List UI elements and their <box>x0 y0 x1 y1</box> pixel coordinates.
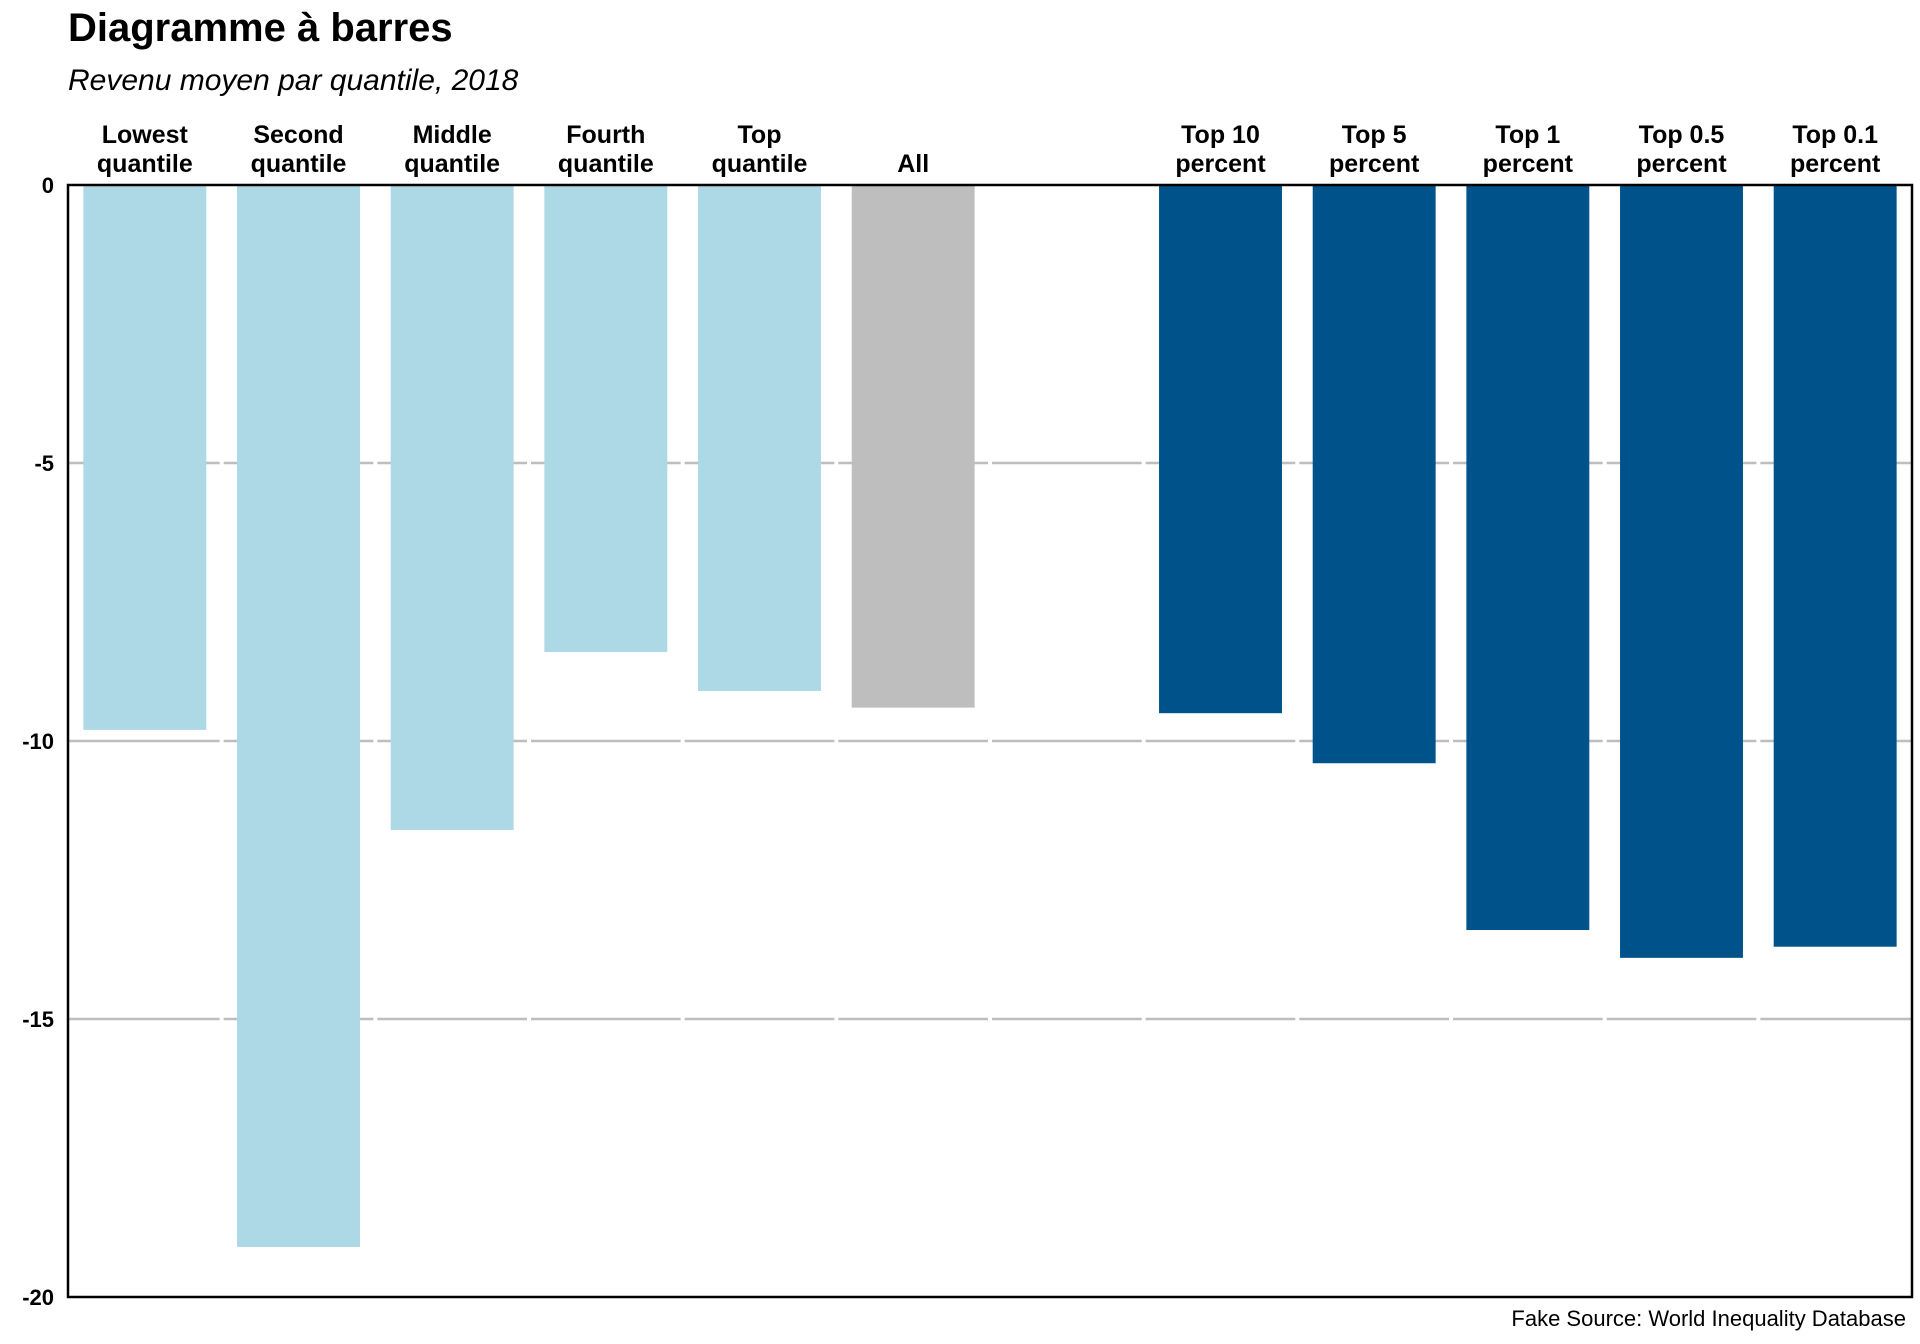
category-label-line: quantile <box>558 150 654 178</box>
bar <box>83 185 207 730</box>
bar <box>851 185 975 708</box>
category-label: Middle quantile <box>404 121 500 178</box>
bar <box>1773 185 1897 947</box>
chart-subtitle: Revenu moyen par quantile, 2018 <box>68 64 519 97</box>
y-tick-label: -15 <box>22 1007 54 1032</box>
y-axis-ticks: 0 -5 -10 -15 -20 <box>22 173 54 1310</box>
chart-title: Diagramme à barres <box>68 6 453 50</box>
y-tick-label: -10 <box>22 729 54 754</box>
category-label-line: Top 1 <box>1495 121 1560 149</box>
category-label-line: Top 0.5 <box>1639 121 1725 149</box>
bar <box>1466 185 1590 931</box>
category-label-line: quantile <box>404 150 500 178</box>
category-label-line: Top 5 <box>1342 121 1407 149</box>
category-label-line: Top 10 <box>1181 121 1260 149</box>
category-label-line: percent <box>1175 150 1266 178</box>
category-label-line: Lowest <box>102 121 189 149</box>
category-label-line: All <box>897 150 929 178</box>
category-label: Top quantile <box>712 121 808 178</box>
bar <box>1159 185 1282 714</box>
category-label-line: Second <box>253 121 343 149</box>
bar <box>698 185 821 691</box>
category-label: Top 0.5 percent <box>1636 121 1727 178</box>
bar <box>544 185 668 653</box>
plot-frame <box>66 183 1914 1299</box>
category-label: Top 10 percent <box>1175 121 1266 178</box>
category-label-line: percent <box>1329 150 1420 178</box>
category-label-line: quantile <box>251 150 347 178</box>
bars <box>83 185 1897 1247</box>
y-tick-label: 0 <box>42 173 54 198</box>
y-tick-label: -5 <box>34 451 54 476</box>
category-label: Second quantile <box>251 121 347 178</box>
gridline-gaps <box>219 461 1761 1021</box>
category-label-line: percent <box>1790 150 1881 178</box>
category-label-line: percent <box>1483 150 1574 178</box>
category-label: All <box>897 150 929 178</box>
category-label-line: quantile <box>97 150 193 178</box>
category-label-line: percent <box>1636 150 1727 178</box>
category-label: Top 5 percent <box>1329 121 1420 178</box>
category-label: Top 0.1 percent <box>1790 121 1881 178</box>
source-note: Fake Source: World Inequality Database <box>1511 1306 1906 1331</box>
category-label-line: Top 0.1 <box>1792 121 1878 149</box>
bar <box>237 185 360 1247</box>
category-label-line: quantile <box>712 150 808 178</box>
bar <box>1312 185 1436 764</box>
category-label: Lowest quantile <box>97 121 193 178</box>
y-tick-label: -20 <box>22 1285 54 1310</box>
category-label: Top 1 percent <box>1483 121 1574 178</box>
category-label-line: Middle <box>413 121 492 149</box>
bar <box>390 185 514 830</box>
bar <box>1620 185 1743 958</box>
category-label-line: Fourth <box>566 121 645 149</box>
category-label: Fourth quantile <box>558 121 654 178</box>
category-label-line: Top <box>738 121 782 149</box>
